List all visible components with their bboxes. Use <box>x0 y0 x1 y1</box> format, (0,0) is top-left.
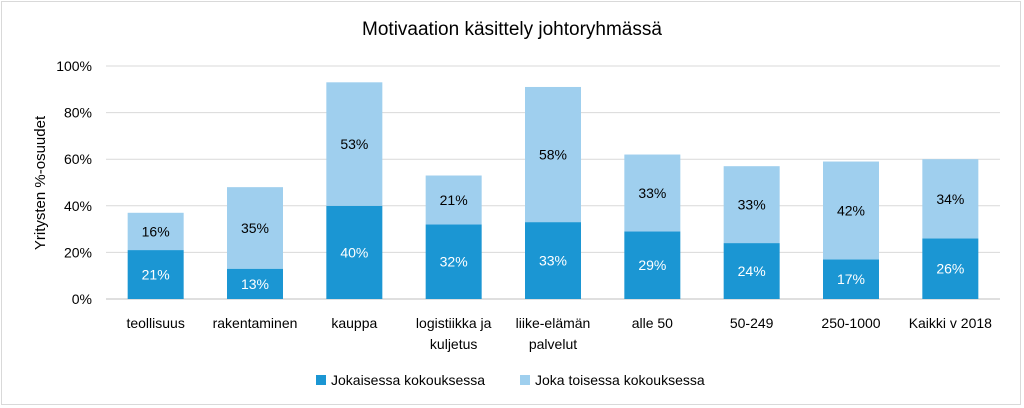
x-tick-label: rakentaminen <box>213 315 298 331</box>
x-tick-label: kuljetus <box>430 336 477 352</box>
bar-segment-jokaisessa <box>425 224 482 299</box>
y-axis-label: Yritysten %-osuudet <box>32 115 49 250</box>
data-label: 35% <box>241 220 269 236</box>
data-label: 58% <box>539 147 567 163</box>
bar-segment-jokaisessa <box>624 231 681 299</box>
bar-segment-joka-toisessa <box>227 187 283 269</box>
bars: 21% 16% 13% 35% 40% 53% 32% 21% 33% 58% 29% 33% 24% 3… <box>127 82 979 299</box>
legend-label: Joka toisessa kokouksessa <box>535 372 705 388</box>
x-tick-label: palvelut <box>529 336 577 352</box>
x-tick-label: liike-elämän <box>516 315 591 331</box>
y-tick-label: 80% <box>64 105 92 121</box>
bar-segment-jokaisessa <box>127 250 184 299</box>
y-tick-label: 0% <box>72 291 92 307</box>
data-label: 13% <box>241 276 269 292</box>
bar-segment-joka-toisessa <box>624 154 681 232</box>
bar-segment-joka-toisessa <box>326 82 383 206</box>
bar-segment-joka-toisessa <box>922 159 979 239</box>
bar-segment-joka-toisessa <box>425 175 482 225</box>
bar-segment-jokaisessa <box>525 222 581 299</box>
data-label: 17% <box>837 271 865 287</box>
data-label: 34% <box>936 191 964 207</box>
x-tick-label: teollisuus <box>126 315 184 331</box>
x-tick-label: 250-1000 <box>821 315 880 331</box>
data-label: 42% <box>837 202 865 218</box>
bar-segment-jokaisessa <box>227 268 283 299</box>
y-tick-label: 20% <box>64 244 92 260</box>
data-label: 29% <box>638 257 666 273</box>
legend: Jokaisessa kokouksessa Joka toisessa koko… <box>316 372 705 388</box>
data-label: 53% <box>340 136 368 152</box>
bar-segment-joka-toisessa <box>127 212 184 251</box>
bar-segment-jokaisessa <box>922 238 979 299</box>
bar-segment-jokaisessa <box>723 243 780 299</box>
data-label: 33% <box>638 185 666 201</box>
bar-segment-joka-toisessa <box>723 166 780 244</box>
legend-swatch <box>520 375 530 385</box>
y-tick-labels: 0% 20% 40% 60% 80% 100% <box>56 58 92 307</box>
bar-segment-joka-toisessa <box>823 161 879 260</box>
bar-segment-joka-toisessa <box>525 86 581 223</box>
data-label: 33% <box>539 253 567 269</box>
data-label: 32% <box>440 254 468 270</box>
legend-label: Jokaisessa kokouksessa <box>331 372 485 388</box>
x-tick-label: Kaikki v 2018 <box>909 315 992 331</box>
x-tick-label: alle 50 <box>632 315 673 331</box>
data-label: 26% <box>936 261 964 277</box>
x-tick-label: kauppa <box>331 315 377 331</box>
legend-swatch <box>316 375 326 385</box>
x-tick-label: logistiikka ja <box>416 315 492 331</box>
x-tick-labels: teollisuus rakentaminen kauppa logistiikka … <box>126 315 992 352</box>
data-label: 16% <box>142 223 170 239</box>
bar-segment-jokaisessa <box>326 205 383 299</box>
x-tick-label: 50-249 <box>730 315 774 331</box>
data-label: 40% <box>340 244 368 260</box>
chart-title: Motivaation käsittely johtoryhmässä <box>362 19 662 40</box>
y-tick-label: 60% <box>64 151 92 167</box>
bar-segment-jokaisessa <box>823 259 879 299</box>
y-tick-label: 40% <box>64 198 92 214</box>
data-label: 21% <box>142 267 170 283</box>
data-label: 21% <box>440 192 468 208</box>
data-label: 24% <box>738 263 766 279</box>
data-label: 33% <box>738 197 766 213</box>
y-tick-label: 100% <box>56 58 92 74</box>
